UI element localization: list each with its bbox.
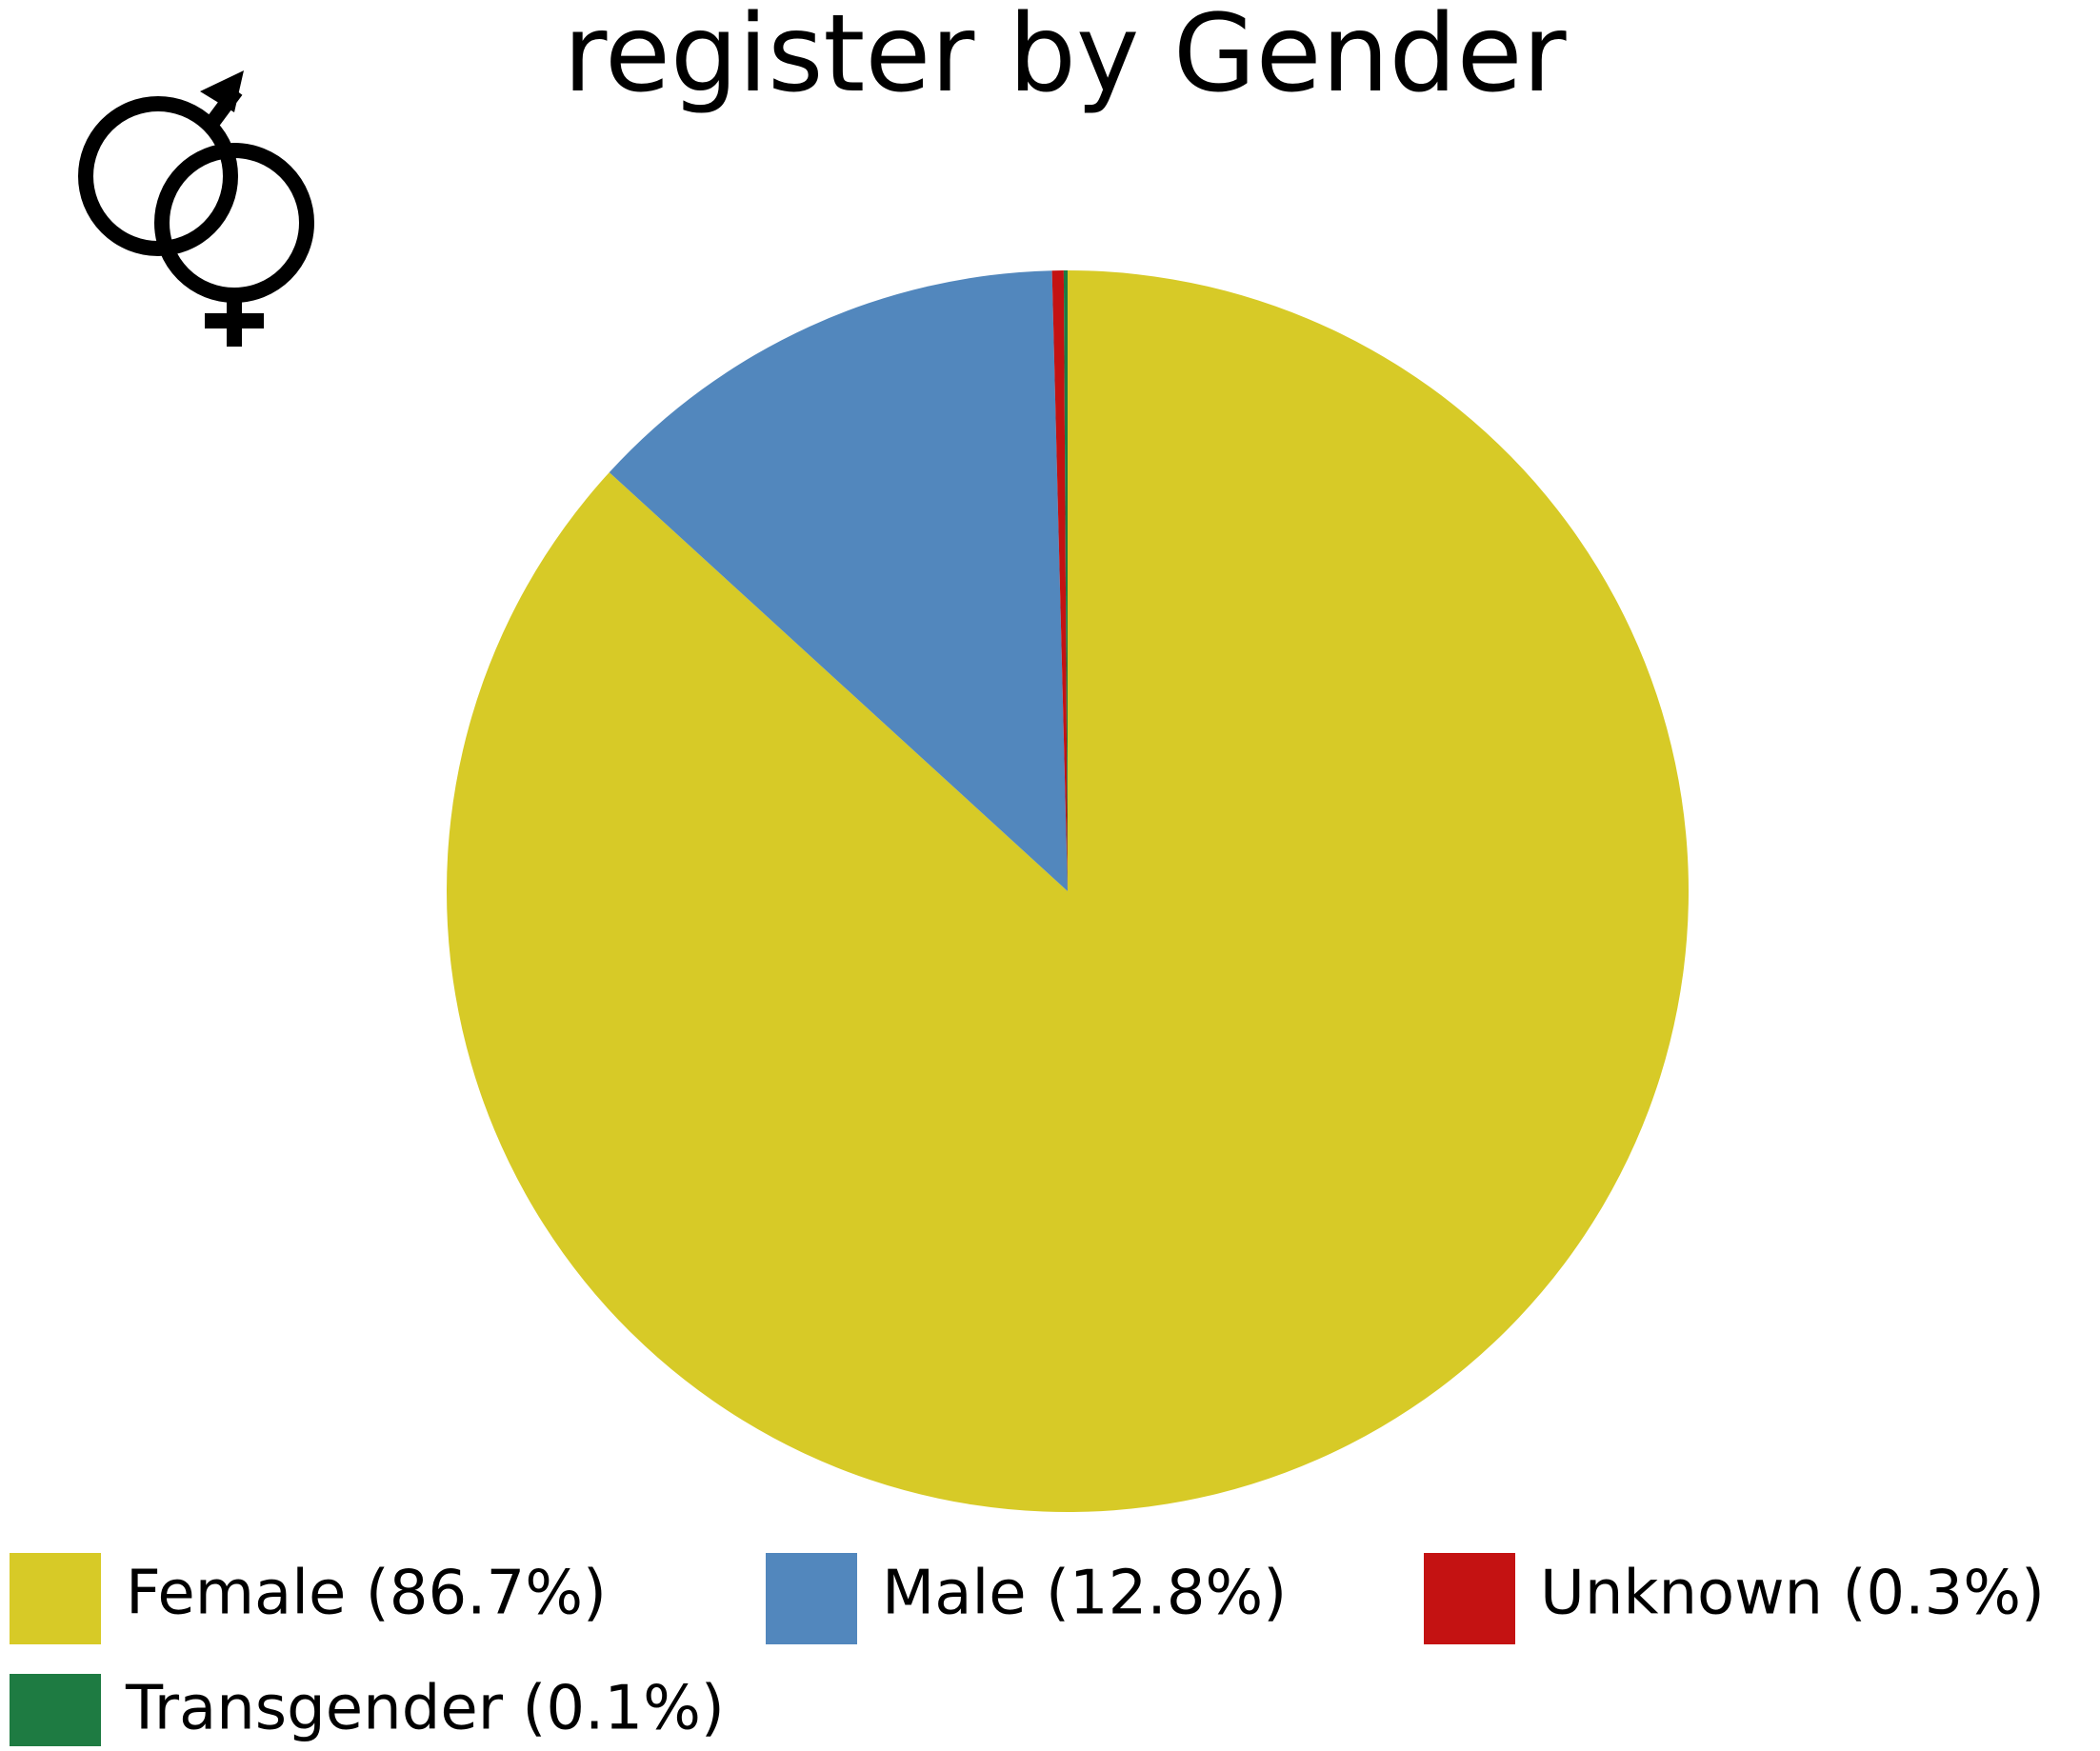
legend-label: Transgender (0.1%) [125, 1674, 725, 1744]
legend-label: Female (86.7%) [126, 1559, 607, 1629]
pie-slice [609, 270, 1068, 892]
legend-label: Unknown (0.3%) [1540, 1559, 2045, 1629]
legend: Female (86.7%) Male (12.8%) Unknown (0.3%)… [10, 1553, 2045, 1746]
male-circle [78, 96, 238, 256]
legend-label: Male (12.8%) [882, 1559, 1287, 1629]
pie [446, 270, 1689, 1512]
legend-swatch [766, 1553, 857, 1644]
legend-swatch [10, 1553, 101, 1644]
legend-swatch [10, 1674, 101, 1746]
pie-slice [1063, 270, 1068, 891]
gender-icon [78, 70, 314, 347]
chart-title: register by Gender [563, 0, 1567, 116]
legend-swatch [1424, 1553, 1515, 1644]
pie-slice [1051, 270, 1068, 891]
male-arrow-head [200, 70, 244, 112]
